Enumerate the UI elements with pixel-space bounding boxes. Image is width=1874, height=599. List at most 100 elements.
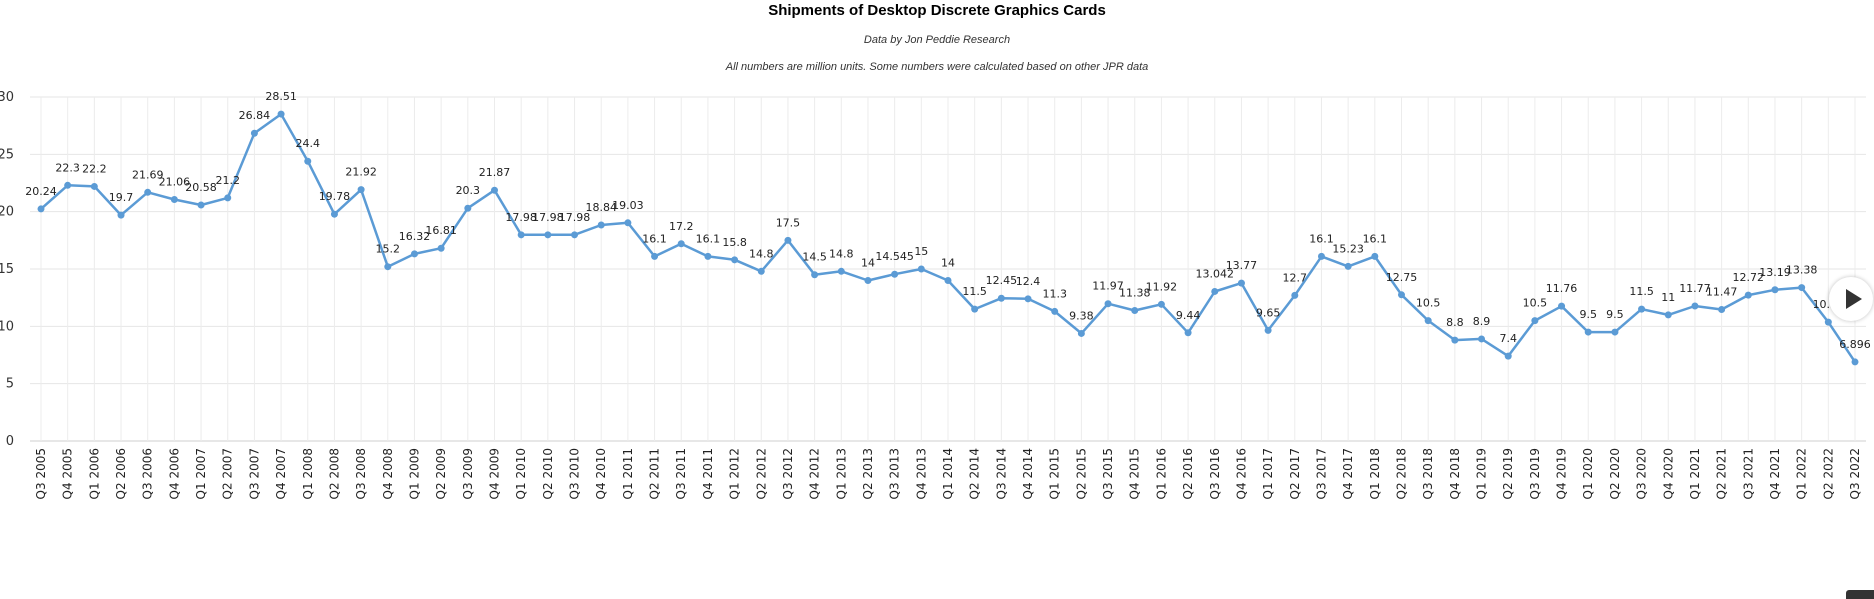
data-point [517,231,525,239]
data-point [384,263,392,271]
data-label: 9.44 [1176,309,1201,322]
x-tick-label: Q1 2017 [1261,448,1275,499]
data-label: 15.23 [1332,242,1364,255]
data-point [1077,329,1085,337]
data-label: 21.69 [132,168,164,181]
x-tick-label: Q2 2012 [754,448,768,499]
data-point [1584,328,1592,336]
data-point [491,186,498,194]
x-tick-label: Q3 2011 [674,448,688,499]
x-tick-label: Q1 2022 [1795,448,1809,499]
data-label: 16.1 [1363,232,1388,245]
data-label: 18.84 [585,201,617,214]
data-label: 12.72 [1733,271,1765,284]
data-point [944,276,952,284]
data-point [917,265,925,273]
data-point [170,196,178,204]
x-tick-label: Q4 2006 [167,448,181,499]
x-tick-label: Q1 2018 [1368,448,1382,499]
data-label: 12.45 [986,274,1018,287]
data-label: 17.98 [532,211,564,224]
data-label: 15.8 [722,236,747,249]
data-label: 7.4 [1499,332,1517,345]
corner-tab [1846,590,1874,599]
data-point [837,267,845,275]
data-label: 16.1 [1309,232,1334,245]
x-tick-label: Q3 2020 [1635,448,1649,499]
data-point [651,252,659,260]
data-label: 13.38 [1786,264,1818,277]
data-point [891,270,899,278]
x-tick-label: Q4 2021 [1768,448,1782,499]
data-point [784,236,792,244]
data-point [64,181,72,189]
x-tick-label: Q2 2011 [648,448,662,499]
data-label: 17.98 [505,211,537,224]
play-button[interactable] [1829,277,1873,321]
data-point [464,204,472,212]
x-tick-label: Q4 2020 [1661,448,1675,499]
data-point [1558,302,1566,310]
data-label: 11.97 [1092,280,1124,293]
x-tick-label: Q3 2019 [1528,448,1542,499]
data-label: 20.58 [185,181,217,194]
data-label: 10.5 [1416,297,1441,310]
data-label: 11.77 [1679,282,1711,295]
x-tick-label: Q4 2005 [61,448,75,499]
chart-title: Shipments of Desktop Discrete Graphics C… [768,2,1106,19]
data-label: 21.06 [159,176,191,189]
x-tick-label: Q1 2009 [407,448,421,499]
x-tick-label: Q3 2005 [34,448,48,499]
x-tick-label: Q2 2015 [1074,448,1088,499]
data-point [971,305,979,313]
x-tick-label: Q2 2014 [968,448,982,499]
x-tick-label: Q2 2017 [1288,448,1302,499]
data-point [250,129,258,137]
data-label: 22.2 [82,162,107,175]
x-tick-label: Q3 2018 [1421,448,1435,499]
y-tick-label: 25 [0,147,14,162]
data-point [1504,352,1512,360]
data-point [1371,252,1379,260]
data-label: 9.38 [1069,309,1094,322]
x-tick-label: Q2 2022 [1821,448,1835,499]
data-point [1531,317,1539,325]
data-label: 13.77 [1226,259,1258,272]
data-point [437,244,445,252]
x-tick-label: Q3 2021 [1741,448,1755,499]
x-tick-label: Q4 2011 [701,448,715,499]
x-tick-label: Q1 2013 [834,448,848,499]
y-tick-label: 10 [0,319,14,334]
x-tick-label: Q3 2015 [1101,448,1115,499]
data-label: 11.38 [1119,287,1151,300]
data-point [1291,291,1299,299]
data-point [731,256,739,264]
data-point [304,157,312,165]
data-label: 21.92 [345,166,377,179]
data-label: 13.19 [1759,266,1791,279]
x-tick-label: Q4 2019 [1555,448,1569,499]
chart-subtitle: Data by Jon Peddie Research [863,34,1011,46]
data-label: 10.5 [1523,297,1548,310]
data-point [1478,335,1486,343]
x-tick-label: Q1 2014 [941,448,955,499]
x-tick-label: Q3 2008 [354,448,368,499]
x-tick-label: Q4 2007 [274,448,288,499]
data-label: 12.75 [1386,271,1418,284]
x-tick-label: Q1 2015 [1048,448,1062,499]
data-point [1638,305,1646,313]
data-label: 11.3 [1042,287,1067,300]
x-tick-label: Q4 2016 [1234,448,1248,499]
data-label: 12.4 [1016,275,1041,288]
y-tick-label: 30 [0,90,14,105]
x-tick-label: Q1 2006 [87,448,101,499]
data-point [1611,328,1619,336]
data-point [1237,279,1245,287]
data-label: 9.5 [1579,308,1597,321]
x-tick-label: Q4 2018 [1448,448,1462,499]
data-label: 11.5 [1629,285,1654,298]
data-point [277,110,285,118]
data-point [1211,287,1219,295]
data-point [571,231,579,239]
